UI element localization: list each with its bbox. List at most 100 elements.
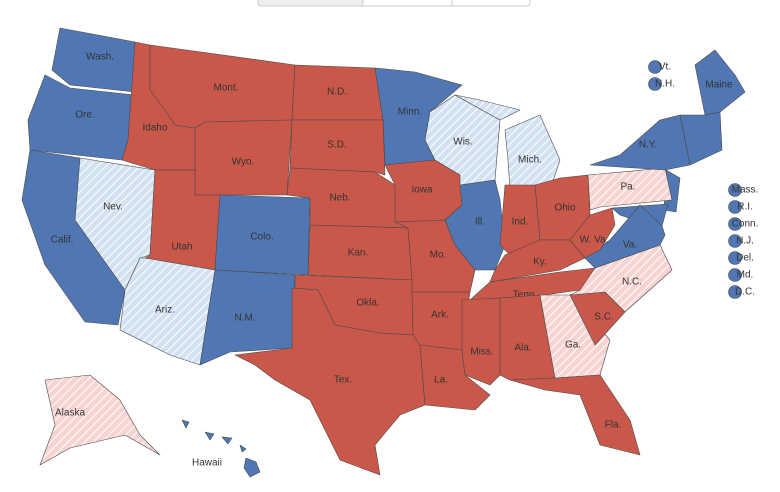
state-shape (504, 114, 561, 191)
state-label: Colo. (250, 232, 273, 243)
state-label: Ala. (514, 343, 531, 354)
state-label: N.C. (622, 277, 642, 288)
state: Va. (584, 204, 666, 269)
state: Mich. (454, 94, 561, 191)
small-state: D.C. (728, 285, 755, 299)
state-label: Hawaii (192, 458, 222, 469)
state: Ga. (539, 294, 611, 379)
state-label: W. Va. (580, 235, 609, 246)
state: Mont. (149, 44, 296, 129)
state-dot (728, 268, 742, 282)
state-shape (444, 179, 506, 271)
state-shape (194, 119, 293, 196)
state-label: N.Y. (639, 140, 657, 151)
state-label: Maine (705, 80, 733, 91)
tab[interactable] (257, 0, 364, 7)
state: Ill. (444, 179, 506, 271)
state-label: Alaska (55, 408, 85, 419)
small-state: Conn. (728, 217, 759, 231)
state-label: Calif. (51, 235, 74, 246)
state-label: Wyo. (232, 157, 255, 168)
state: S.D. (289, 119, 386, 176)
state: Pa. (587, 167, 673, 211)
state-shape (584, 204, 666, 269)
state-label: Tenn. (513, 290, 537, 301)
state-shape (461, 297, 501, 386)
state-label: Del. (736, 253, 754, 264)
state-shape (569, 207, 616, 259)
state-shape (589, 114, 691, 171)
state-shape (181, 419, 190, 429)
state-label: Neb. (329, 193, 350, 204)
tab-bar (257, 0, 531, 7)
state-label: Miss. (470, 347, 493, 358)
state-shape (243, 457, 261, 478)
state-shape (411, 291, 471, 351)
state-shape (239, 444, 247, 453)
state-label: Mich. (518, 155, 542, 166)
state-label: N.J. (736, 236, 754, 247)
state-label: Tex. (334, 375, 352, 386)
state-dot (728, 200, 742, 214)
small-state-list: Vt. N.H. Mass. R.I. Conn. N.J. Del. Md. D.C. (648, 60, 759, 299)
state-label: Mont. (213, 83, 238, 94)
small-state: Vt. (648, 60, 671, 74)
state: Ariz. (119, 257, 216, 366)
state-shape (454, 94, 521, 121)
state-dot (728, 183, 742, 197)
state: Maine (694, 49, 746, 116)
states: Wash. Ore. Calif. Nev. Idaho Mont. Wyo. Utah Ari… (21, 27, 746, 478)
state-label: Ohio (554, 203, 576, 214)
state: Wyo. (194, 119, 293, 196)
state-shape (204, 431, 215, 441)
small-state: Del. (728, 251, 754, 265)
state-label: Pa. (620, 182, 635, 193)
state: Tex. (234, 287, 426, 476)
state: N.M. (199, 269, 296, 366)
state-shape (489, 239, 586, 283)
state-label: Conn. (732, 219, 759, 230)
small-state: N.H. (648, 77, 675, 91)
state-label: Nev. (103, 202, 123, 213)
state-label: Mo. (430, 250, 447, 261)
state-label: N.M. (234, 313, 255, 324)
state-label: R.I. (737, 202, 753, 213)
state-label: Idaho (142, 123, 167, 134)
state-shape (199, 269, 296, 366)
state-label: N.D. (327, 87, 347, 98)
state-shape (539, 294, 611, 379)
small-state: N.J. (728, 234, 754, 248)
state-label: Va. (623, 240, 637, 251)
state-shape (39, 374, 161, 466)
state-dot (648, 77, 662, 91)
state-label: Ky. (533, 257, 547, 268)
state-shape (221, 436, 233, 445)
state: Miss. (461, 297, 501, 386)
state: Hawaii (181, 419, 261, 478)
state-shape (289, 119, 386, 176)
state-label: Fla. (605, 420, 622, 431)
state-shape (509, 374, 641, 456)
state-shape (51, 27, 136, 93)
state: Wash. (51, 27, 136, 93)
state: Kan. (307, 224, 413, 281)
state: Colo. (214, 194, 311, 276)
state-shape (234, 287, 426, 476)
state-label: Ore. (75, 110, 94, 121)
state: Ky. (489, 239, 586, 283)
state-label: Ark. (431, 310, 449, 321)
state-label: Md. (737, 270, 754, 281)
state-label: Wis. (453, 137, 472, 148)
state-label: Iowa (411, 185, 433, 196)
state: N.Y. (589, 114, 691, 171)
state: N.D. (291, 64, 384, 121)
state-label: Ariz. (155, 305, 175, 316)
state-dot (648, 60, 662, 74)
state: Ark. (411, 291, 471, 351)
state-label: Okla. (356, 298, 379, 309)
state-label: N.H. (655, 79, 675, 90)
state-label: Vt. (659, 62, 671, 73)
state-label: Wash. (86, 52, 114, 63)
small-state: Mass. (728, 183, 758, 197)
